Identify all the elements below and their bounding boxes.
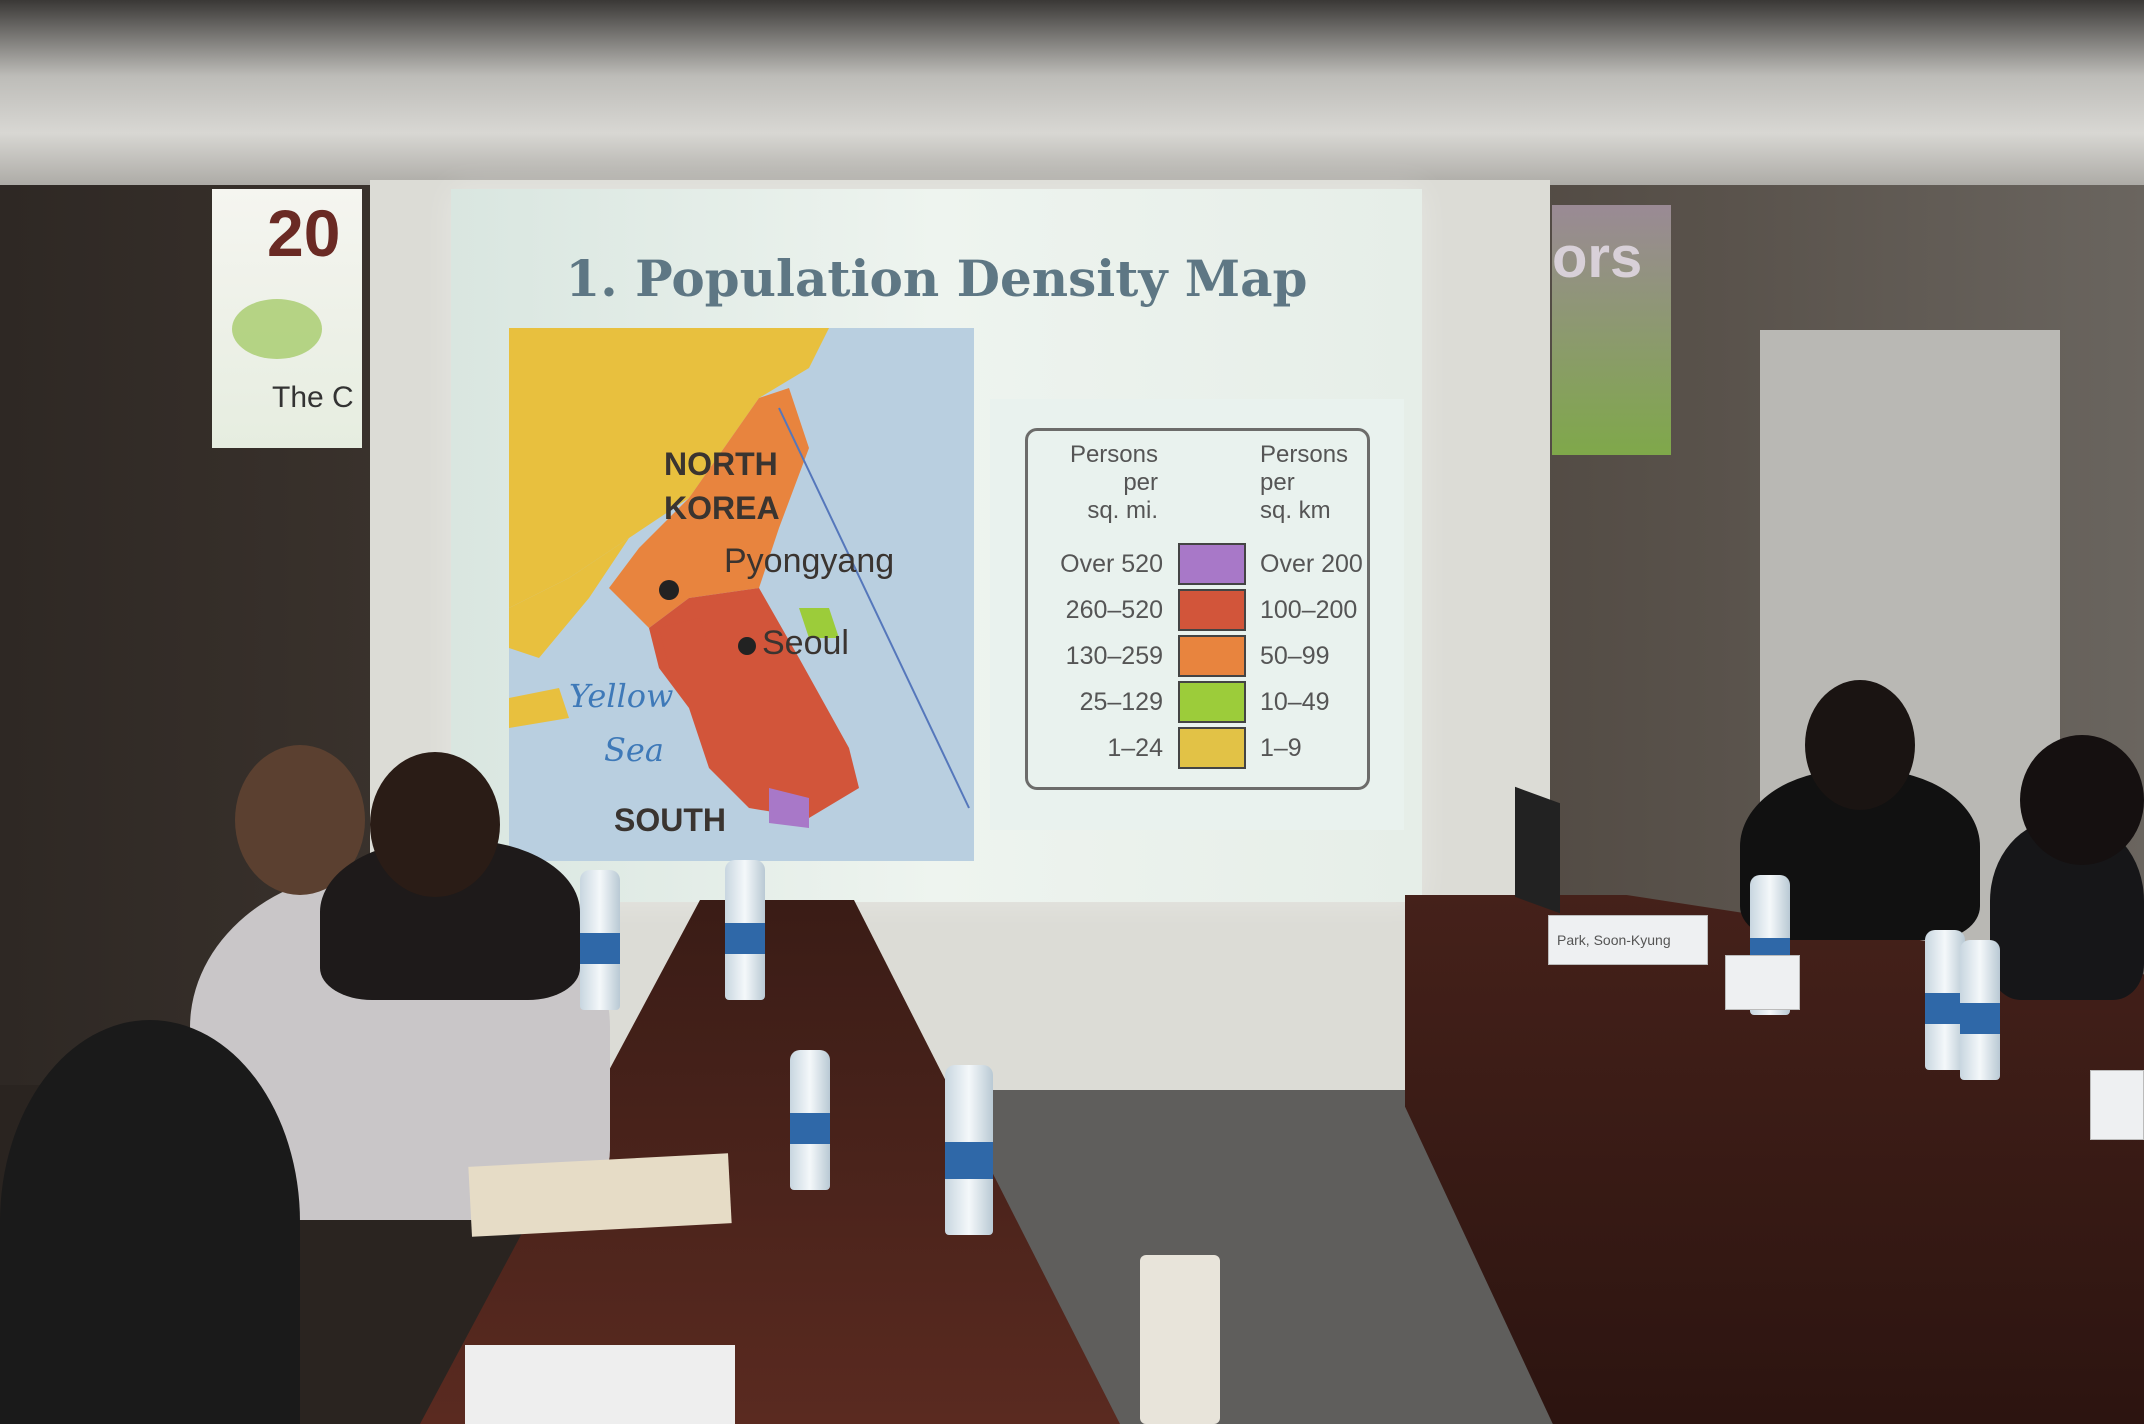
legend-km-label: 100–200: [1260, 596, 1358, 624]
legend-swatch: [1178, 543, 1246, 585]
legend-km-label: 10–49: [1260, 688, 1330, 716]
china-region: [509, 328, 829, 608]
attendee-right-head: [2020, 735, 2144, 865]
label-pyongyang: Pyongyang: [724, 542, 895, 580]
legend-header-km-line: sq. km: [1260, 497, 1331, 524]
density-legend: Persons per sq. mi. Persons per sq. km O…: [1025, 428, 1370, 790]
water-bottle: [1925, 930, 1965, 1070]
water-bottle: [580, 870, 620, 1010]
document: [465, 1345, 735, 1424]
label-yellow: Yellow: [569, 677, 674, 715]
legend-header-km-line: Persons: [1260, 441, 1349, 468]
legend-swatch: [1178, 681, 1246, 723]
legend-header-mi-line: sq. mi.: [1087, 497, 1158, 524]
label-south: SOUTH: [614, 802, 726, 838]
legend-mi-label: 25–129: [1079, 688, 1163, 716]
legend-swatch: [1178, 727, 1246, 769]
legend-mi-label: 130–259: [1065, 642, 1163, 670]
legend-header-mi-line: Persons: [1069, 441, 1158, 468]
legend-swatch: [1178, 589, 1246, 631]
presenter-head: [1805, 680, 1915, 810]
label-seoul: Seoul: [762, 624, 849, 662]
projected-slide: 1. Population Density Map NORTH KOREA Py…: [451, 189, 1422, 902]
banner-left-year: 20: [267, 196, 341, 270]
legend-km-label: 50–99: [1260, 642, 1330, 670]
water-bottle: [790, 1050, 830, 1190]
label-korea: KOREA: [664, 490, 780, 526]
laptop: [1515, 786, 1560, 914]
banner-left-text: The C: [272, 381, 354, 414]
attendee-head-curly: [370, 752, 500, 897]
attendee-foreground: [0, 1020, 300, 1424]
banner-left-graphic: [232, 299, 322, 359]
nameplate: [2090, 1070, 2144, 1140]
legend-mi-label: 1–24: [1107, 734, 1163, 762]
papers: [468, 1153, 732, 1237]
legend-header-km-line: per: [1260, 469, 1295, 496]
legend-km-label: Over 200: [1260, 550, 1363, 578]
north-korea-region: [609, 388, 809, 628]
legend-mi-label: 260–520: [1065, 596, 1163, 624]
paper-cup: [1140, 1255, 1220, 1424]
legend-header-mi: Persons per sq. mi.: [1048, 441, 1158, 525]
label-north: NORTH: [664, 446, 778, 482]
density-legend-panel: Persons per sq. mi. Persons per sq. km O…: [990, 399, 1404, 830]
nameplate: [1725, 955, 1800, 1010]
legend-km-label: 1–9: [1260, 734, 1302, 762]
ceiling: [0, 0, 2144, 190]
label-sea: Sea: [604, 731, 664, 769]
banner-left: 20 The C: [212, 189, 362, 448]
legend-header-mi-line: per: [1123, 469, 1158, 496]
korea-map-graphic: [509, 328, 974, 861]
slide-title: 1. Population Density Map: [565, 249, 1308, 308]
banner-right-text: ors: [1552, 225, 1643, 290]
korea-map: NORTH KOREA Pyongyang Seoul Yellow Sea S…: [509, 328, 974, 861]
water-bottle: [945, 1065, 993, 1235]
legend-swatch: [1178, 635, 1246, 677]
nameplate-park: Park, Soon-Kyung: [1548, 915, 1708, 965]
legend-header-km: Persons per sq. km: [1260, 441, 1348, 525]
banner-right: ors: [1552, 205, 1671, 455]
water-bottle: [725, 860, 765, 1000]
legend-mi-label: Over 520: [1060, 550, 1163, 578]
water-bottle: [1960, 940, 2000, 1080]
